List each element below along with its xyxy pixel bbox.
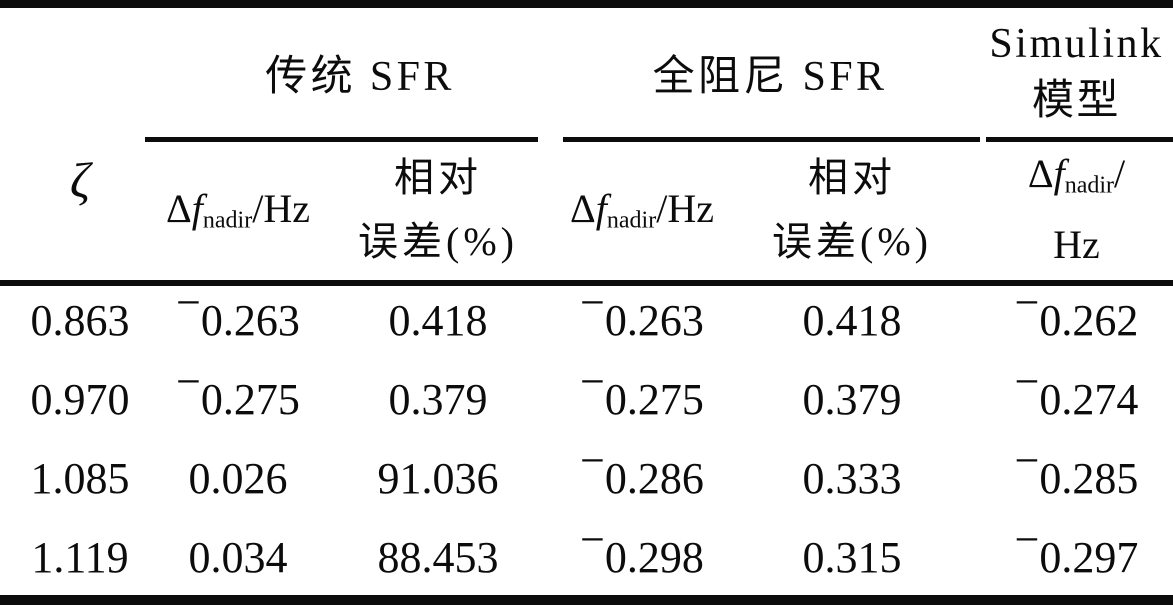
table-grid: ζ 传统 SFR 全阻尼 SFR Simulink 模型 Δfnadir/Hz … [0, 7, 1173, 597]
nadir-subscript: nadir [606, 207, 657, 234]
table-cell: −0.263 [176, 277, 300, 345]
subheader-full-damping-relative-error: 相对 误差(%) [772, 154, 932, 264]
minus-sign: − [1014, 356, 1040, 406]
column-header-zeta: ζ [0, 7, 160, 281]
table-cell: −0.263 [580, 277, 704, 345]
table-cell: −0.262 [1014, 277, 1139, 345]
nadir-subscript: nadir [1064, 172, 1115, 199]
table-cell: −0.286 [580, 435, 704, 503]
cmidrule-simulink [986, 137, 1173, 142]
table-cell: 0.970 [30, 375, 130, 424]
table-cell: 1.085 [30, 454, 130, 503]
group-header-traditional-sfr: 传统 SFR [265, 54, 455, 100]
table-header-separator-rule [0, 280, 1173, 286]
minus-sign: − [580, 356, 605, 406]
cmidrule-full-damping-sfr [563, 137, 980, 142]
subheader-traditional-relative-error: 相对 误差(%) [358, 154, 518, 264]
table-cell: −0.274 [1014, 356, 1139, 424]
table-cell: −0.298 [580, 514, 704, 582]
table-cell: 0.379 [802, 375, 902, 424]
group-header-full-damping-sfr: 全阻尼 SFR [652, 54, 888, 100]
table-cell: 0.026 [188, 454, 288, 503]
table-cell: 0.315 [802, 533, 902, 582]
minus-sign: − [580, 435, 605, 485]
group-header-simulink-model: Simulink 模型 [980, 7, 1173, 138]
minus-sign: − [176, 277, 201, 327]
table-cell: −0.297 [1014, 514, 1139, 582]
table-cell: 0.379 [388, 375, 488, 424]
nadir-subscript: nadir [202, 207, 253, 234]
zeta-symbol: ζ [69, 152, 91, 208]
minus-sign: − [580, 277, 605, 327]
cmidrule-traditional-sfr [145, 137, 538, 142]
simulink-label-line2: 模型 [1031, 77, 1122, 124]
table-top-rule [0, 0, 1173, 8]
table-cell: 0.418 [802, 296, 902, 345]
table-cell: 91.036 [377, 454, 499, 503]
table-cell: 0.863 [30, 296, 130, 345]
minus-sign: − [1014, 277, 1040, 327]
table-cell: 0.034 [188, 533, 288, 582]
table-cell: −0.275 [176, 356, 300, 424]
table-cell: 88.453 [377, 533, 499, 582]
minus-sign: − [580, 514, 605, 564]
minus-sign: − [1014, 514, 1040, 564]
table-cell: 0.418 [388, 296, 488, 345]
table-cell: −0.285 [1014, 435, 1139, 503]
table-bottom-rule [0, 595, 1173, 605]
minus-sign: − [176, 356, 201, 406]
subheader-traditional-dfnadir: Δfnadir/Hz [166, 185, 310, 234]
table-cell: 0.333 [802, 454, 902, 503]
subheader-full-damping-dfnadir: Δfnadir/Hz [570, 185, 714, 234]
subheader-simulink-dfnadir: Δfnadir/ Hz [1027, 150, 1126, 268]
table-cell: −0.275 [580, 356, 704, 424]
simulink-label-line1: Simulink [989, 20, 1164, 67]
minus-sign: − [1014, 435, 1040, 485]
table-cell: 1.119 [31, 533, 129, 582]
